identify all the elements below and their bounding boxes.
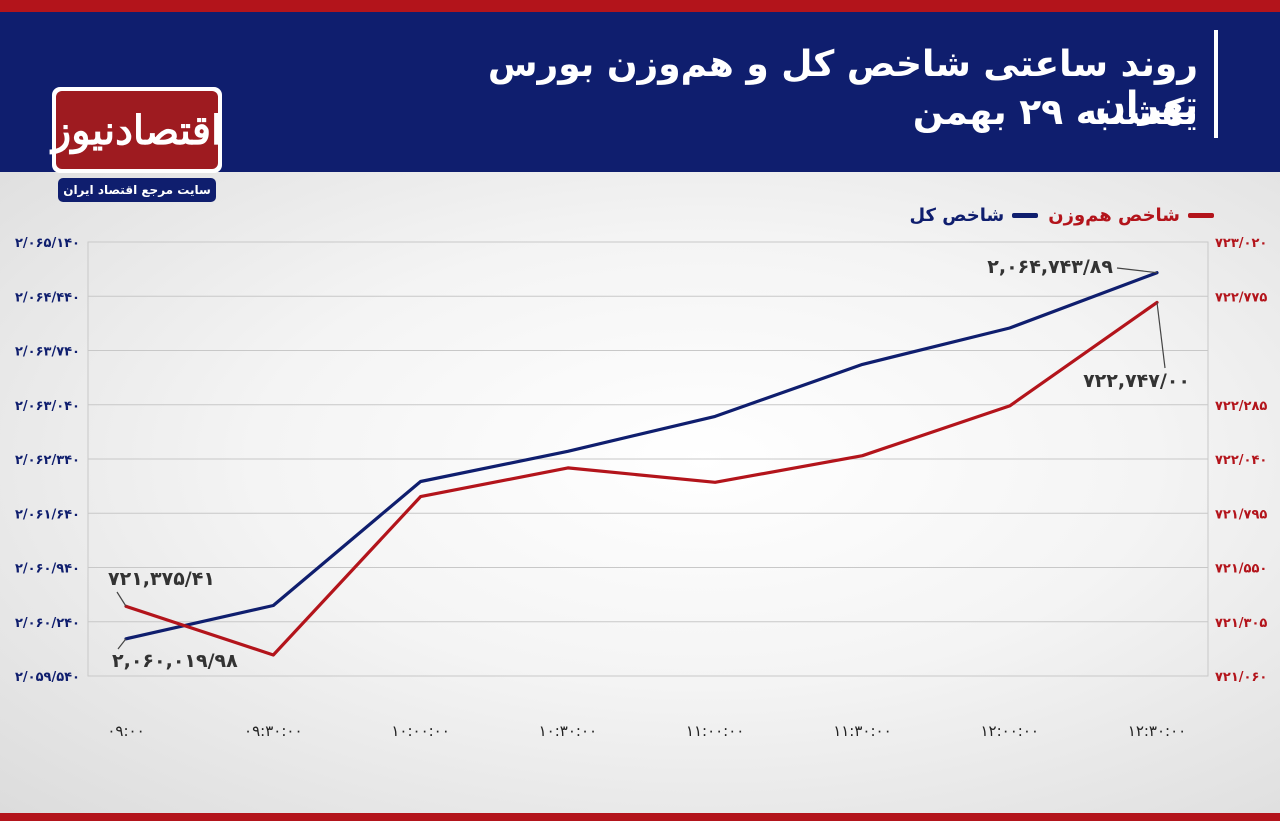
- annotation-leader: [117, 638, 127, 650]
- chart-subtitle-date: یکشنبه ۲۹ بهمن: [912, 92, 1198, 133]
- y-right-tick-label: ۷۲۱/۵۵۰: [1215, 562, 1267, 577]
- legend-label-equal-weight: شاخص هم‌وزن: [1048, 204, 1180, 226]
- y-left-tick-label: ۲/۰۶۱/۶۴۰: [15, 507, 80, 522]
- y-left-tick-label: ۲/۰۶۵/۱۴۰: [15, 236, 80, 251]
- x-tick-label: ۱۲:۰۰:۰۰: [980, 722, 1038, 740]
- annotation-leader: [1156, 302, 1166, 369]
- logo-text: اقتصادنیوز: [51, 106, 223, 154]
- series-line-total: [124, 271, 1159, 641]
- y-right-tick-label: ۷۲۲/۲۸۵: [1215, 399, 1267, 414]
- x-tick-label: ۱۰:۰۰:۰۰: [391, 722, 449, 740]
- data-label: ۷۲۱,۳۷۵/۴۱: [108, 568, 215, 590]
- chart-background: [0, 172, 1280, 813]
- logo: اقتصادنیوز: [52, 91, 222, 169]
- legend-swatch-equal-weight: [1188, 212, 1214, 218]
- series-line-equal-weight: [124, 300, 1159, 657]
- legend-item-total: شاخص کل: [909, 204, 1039, 226]
- logo-tagline: سایت مرجع اقتصاد ایران: [58, 178, 216, 202]
- title-divider: [1214, 30, 1218, 138]
- data-label: ۲,۰۶۰,۰۱۹/۹۸: [112, 650, 238, 672]
- legend-item-equal-weight: شاخص هم‌وزن: [1048, 205, 1214, 226]
- y-right-tick-label: ۷۲۱/۰۶۰: [1215, 670, 1267, 685]
- y-right-tick-label: ۷۲۲/۰۴۰: [1215, 453, 1267, 468]
- data-label: ۷۲۲,۷۴۷/۰۰: [1083, 370, 1190, 392]
- top-accent-stripe: [0, 0, 1280, 12]
- legend-label-total: شاخص کل: [909, 204, 1005, 226]
- y-right-tick-label: ۷۲۱/۳۰۵: [1215, 616, 1267, 631]
- y-left-tick-label: ۲/۰۶۰/۲۴۰: [15, 616, 80, 631]
- annotation-leader: [1116, 267, 1158, 274]
- x-tick-label: ۱۱:۰۰:۰۰: [686, 722, 744, 740]
- y-left-tick-label: ۲/۰۵۹/۵۴۰: [15, 670, 80, 685]
- chart-legend: شاخص هم‌وزن شاخص کل: [909, 200, 1214, 230]
- x-tick-label: ۱۲:۳۰:۰۰: [1128, 722, 1186, 740]
- y-right-tick-label: ۷۲۱/۷۹۵: [1215, 507, 1267, 522]
- y-left-tick-label: ۲/۰۶۴/۴۴۰: [15, 290, 80, 305]
- data-label: ۲,۰۶۴,۷۴۳/۸۹: [987, 256, 1113, 278]
- bottom-accent-stripe: [0, 813, 1280, 821]
- x-tick-label: ۱۰:۳۰:۰۰: [539, 722, 597, 740]
- legend-swatch-total: [1012, 212, 1039, 218]
- x-tick-label: ۰۹:۳۰:۰۰: [244, 722, 302, 740]
- y-left-tick-label: ۲/۰۶۳/۰۴۰: [15, 399, 80, 414]
- y-left-tick-label: ۲/۰۶۰/۹۴۰: [15, 562, 80, 577]
- x-tick-label: ۰۹:۰۰: [107, 722, 144, 740]
- chart-title: روند ساعتی شاخص کل و هم‌وزن بورس تهران: [487, 44, 1198, 126]
- y-left-tick-label: ۲/۰۶۳/۷۴۰: [15, 345, 80, 360]
- annotation-leader: [116, 591, 127, 607]
- y-right-tick-label: ۷۲۳/۰۲۰: [1215, 236, 1267, 251]
- y-right-tick-label: ۷۲۲/۷۷۵: [1215, 290, 1267, 305]
- y-left-tick-label: ۲/۰۶۲/۳۴۰: [15, 453, 80, 468]
- x-tick-label: ۱۱:۳۰:۰۰: [833, 722, 891, 740]
